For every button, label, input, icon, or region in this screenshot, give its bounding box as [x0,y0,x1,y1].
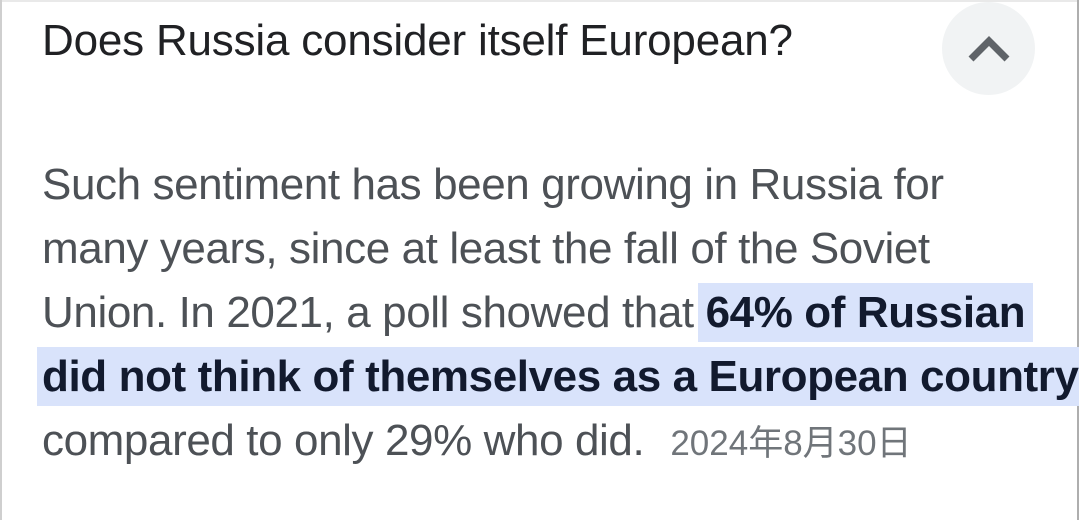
answer-line-3: Union. In 2021, a poll showed that 64% o… [42,281,1079,345]
right-window-edge [1077,0,1079,520]
answer-line-2: many years, since at least the fall of t… [42,217,1079,281]
question-title[interactable]: Does Russia consider itself European? [42,16,793,65]
answer-line-5-text: compared to only 29% who did. [42,416,645,465]
answer-line-1-text: Such sentiment has been growing in Russi… [42,160,944,209]
highlighted-answer-start: 64% of Russian [697,283,1034,342]
collapse-button[interactable] [942,2,1035,95]
left-window-edge [0,0,2,520]
highlighted-answer-end: did not think of themselves as a Europea… [37,347,1079,406]
answer-line-2-text: many years, since at least the fall of t… [42,224,930,273]
chevron-up-icon [968,35,1009,61]
answer-line-4: did not think of themselves as a Europea… [37,345,1079,409]
answer-line-3-text: Union. In 2021, a poll showed that [42,288,706,337]
source-date: 2024年8月30日 [670,424,912,463]
top-divider [0,0,1079,2]
answer-text: Such sentiment has been growing in Russi… [37,153,1079,473]
answer-line-1: Such sentiment has been growing in Russi… [42,153,1079,217]
answer-line-5: compared to only 29% who did. 2024年8月30日 [42,409,1079,473]
